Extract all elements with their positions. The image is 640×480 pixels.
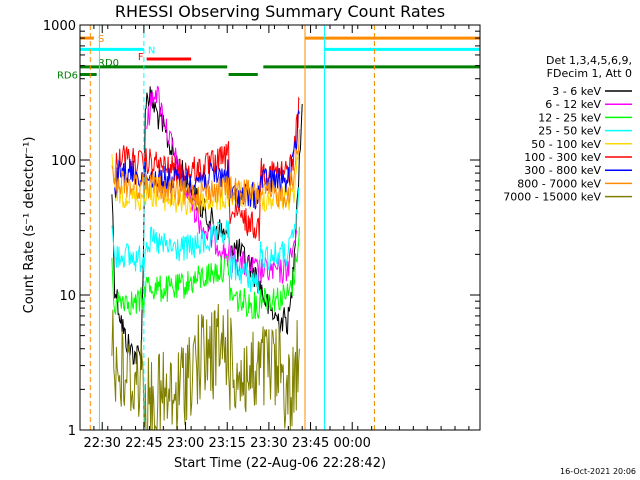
legend-label-3: 25 - 50 keV: [538, 125, 601, 138]
x-tick-label-1: 22:45: [125, 436, 162, 451]
series-3-line: [111, 187, 300, 294]
x-tick-label-6: 00:00: [333, 436, 370, 451]
x-tick-label-4: 23:30: [250, 436, 287, 451]
flag-label-2: F: [138, 52, 144, 63]
legend-label-6: 300 - 800 keV: [524, 164, 601, 177]
flag-label-4: RD6: [57, 70, 78, 81]
legend-label-2: 12 - 25 keV: [538, 111, 601, 124]
legend-label-0: 3 - 6 keV: [552, 85, 601, 98]
x-tick-label-2: 23:00: [167, 436, 204, 451]
plot-frame: [79, 24, 481, 431]
flag-bar-layer: S NF RD0 RD6: [57, 34, 480, 81]
series-2-line: [111, 226, 300, 320]
series-1-line: [146, 85, 298, 284]
flag-label-0: S: [98, 34, 104, 45]
flag-label-3: RD0: [98, 58, 119, 69]
chart-title: RHESSI Observing Summary Count Rates: [115, 2, 445, 21]
generation-timestamp: 16-Oct-2021 20:06: [560, 467, 636, 476]
y-tick-label-1: 10: [59, 289, 76, 304]
legend: Det 1,3,4,5,6,9,FDecim 1, Att 0 3 - 6 keV…: [503, 54, 632, 204]
x-tick-label-0: 22:30: [83, 436, 120, 451]
y-tick-label-0: 1: [68, 424, 76, 439]
legend-label-7: 800 - 7000 keV: [517, 177, 601, 190]
series-7-line: [111, 128, 300, 208]
y-tick-label-3: 1000: [43, 19, 76, 34]
x-axis-label: Start Time (22-Aug-06 22:28:42): [174, 456, 386, 471]
marker-layer: [89, 25, 375, 430]
x-tick-label-3: 23:15: [208, 436, 245, 451]
legend-label-1: 6 - 12 keV: [545, 98, 601, 111]
x-tick-label-5: 23:45: [292, 436, 329, 451]
legend-header-1: FDecim 1, Att 0: [547, 67, 632, 80]
legend-label-5: 100 - 300 keV: [524, 151, 601, 164]
trace-layer: [111, 85, 303, 431]
y-axis-label: Count Rate (s⁻¹ detector⁻¹): [22, 137, 37, 314]
legend-header-0: Det 1,3,4,5,6,9,: [546, 54, 632, 67]
axes-layer: 22:30 22:45 23:00 23:15 23:30 23:45 00:00 1 10 10…: [43, 19, 480, 451]
series-8-line: [111, 303, 300, 431]
y-tick-label-2: 100: [51, 154, 76, 169]
flag-label-1: N: [148, 45, 155, 56]
series-5-line: [114, 96, 300, 242]
legend-label-4: 50 - 100 keV: [531, 138, 601, 151]
legend-label-8: 7000 - 15000 keV: [503, 191, 601, 204]
